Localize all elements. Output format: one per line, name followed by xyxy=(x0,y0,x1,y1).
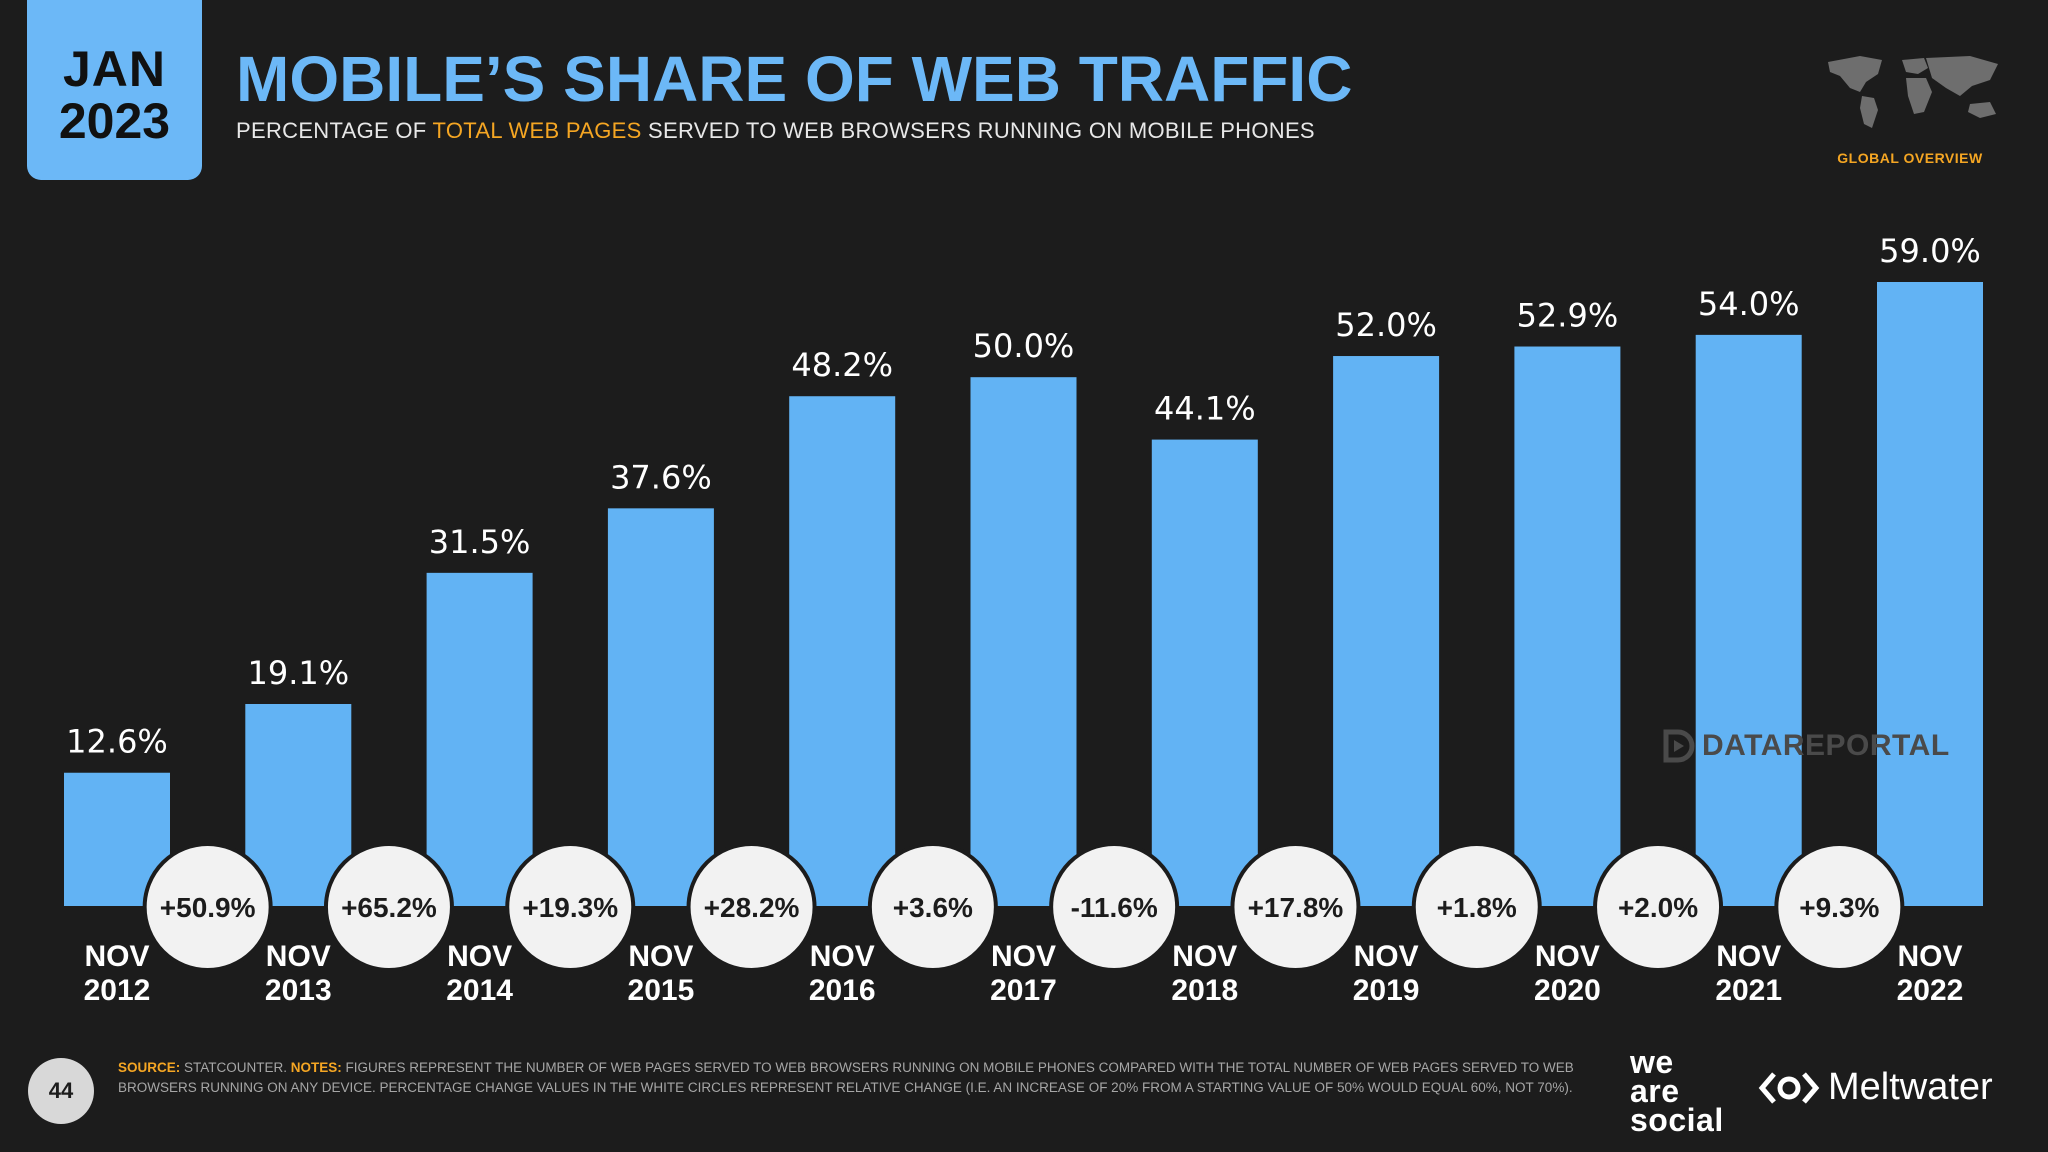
bar-2019 xyxy=(1333,356,1440,906)
change-label: -11.6% xyxy=(1071,892,1158,923)
bar-value-label: 37.6% xyxy=(610,458,712,496)
source-text: STATCOUNTER. xyxy=(180,1060,291,1075)
bar-chart: 12.6% 19.1% 31.5% 37.6% 48.2% 50.0% 44.1% 52.0%… xyxy=(64,232,1983,1007)
section-label: GLOBAL OVERVIEW xyxy=(1837,150,1983,166)
change-label: +65.2% xyxy=(341,892,437,923)
notes-label: NOTES: xyxy=(290,1060,342,1075)
bar-2018 xyxy=(1151,439,1258,906)
bar-value-label: 54.0% xyxy=(1698,285,1800,323)
source-label: SOURCE: xyxy=(118,1060,181,1075)
x-tick-label: NOV 2014 xyxy=(446,940,513,1007)
bar-value-label: 19.1% xyxy=(247,654,349,692)
bar-value-label: 44.1% xyxy=(1154,390,1256,428)
bar-2013 xyxy=(245,703,352,906)
change-circle xyxy=(505,842,636,972)
world-map-icon xyxy=(1828,56,1998,128)
meltwater-text: Meltwater xyxy=(1828,1066,1993,1108)
bar-2015 xyxy=(607,508,714,906)
x-tick-label: NOV 2018 xyxy=(1171,940,1238,1007)
datareportal-watermark: DATAREPORTAL xyxy=(1660,728,1950,764)
x-tick-label: NOV 2016 xyxy=(809,940,876,1007)
bar-2022 xyxy=(1877,282,1983,906)
change-circle xyxy=(867,842,998,972)
bar-value-label: 52.9% xyxy=(1517,297,1619,335)
bar-value-label: 12.6% xyxy=(66,723,168,761)
change-label: +50.9% xyxy=(160,892,256,923)
subtitle-post: SERVED TO WEB BROWSERS RUNNING ON MOBILE… xyxy=(641,118,1315,143)
change-circle xyxy=(1230,842,1361,972)
x-tick-label: NOV 2021 xyxy=(1715,940,1782,1007)
bar-2014 xyxy=(426,572,533,906)
subtitle-pre: PERCENTAGE OF xyxy=(236,118,433,143)
badge-month: JAN xyxy=(62,41,167,97)
change-label: +2.0% xyxy=(1618,892,1698,923)
notes-text: FIGURES REPRESENT THE NUMBER OF WEB PAGE… xyxy=(118,1060,1574,1095)
watermark-text: DATAREPORTAL xyxy=(1702,729,1950,762)
x-tick-label: NOV 2015 xyxy=(628,940,695,1007)
change-circle xyxy=(1411,842,1542,972)
change-label: +19.3% xyxy=(522,892,618,923)
badge-year: 2023 xyxy=(58,93,171,149)
x-tick-label: NOV 2022 xyxy=(1897,940,1964,1007)
logo-we: we xyxy=(1630,1044,1674,1080)
bar-2020 xyxy=(1514,346,1621,906)
change-label: +28.2% xyxy=(704,892,800,923)
page-number: 44 xyxy=(28,1058,94,1124)
datareportal-logo-icon xyxy=(1663,729,1695,763)
date-badge: JAN 2023 xyxy=(27,0,202,180)
change-circle xyxy=(686,842,817,972)
change-circle xyxy=(1049,842,1180,972)
bar-2017 xyxy=(970,377,1077,907)
change-circle xyxy=(142,842,273,972)
x-tick-label: NOV 2017 xyxy=(990,940,1057,1007)
x-tick-label: NOV 2019 xyxy=(1353,940,1420,1007)
x-tick-label: NOV 2012 xyxy=(84,940,151,1007)
bar-value-label: 31.5% xyxy=(429,523,531,561)
change-circle xyxy=(1593,842,1724,972)
bar-value-label: 59.0% xyxy=(1879,232,1981,270)
page-subtitle: PERCENTAGE OF TOTAL WEB PAGES SERVED TO … xyxy=(236,118,1315,144)
x-tick-label: NOV 2020 xyxy=(1534,940,1601,1007)
meltwater-logo: Meltwater xyxy=(1758,1066,1993,1109)
meltwater-mark-icon xyxy=(1758,1071,1820,1104)
footnote: SOURCE: STATCOUNTER. NOTES: FIGURES REPR… xyxy=(118,1058,1588,1097)
change-label: +1.8% xyxy=(1437,892,1517,923)
bar-value-label: 50.0% xyxy=(973,327,1075,365)
logo-are: are xyxy=(1630,1072,1680,1109)
x-tick-label: NOV 2013 xyxy=(265,940,332,1007)
change-label: +17.8% xyxy=(1248,892,1344,923)
change-label: +9.3% xyxy=(1799,892,1879,923)
logo-social: social xyxy=(1630,1101,1724,1138)
bar-value-label: 48.2% xyxy=(791,346,893,384)
page-title: MOBILE’S SHARE OF WEB TRAFFIC xyxy=(236,43,1353,115)
we-are-social-logo: we are social xyxy=(1630,1044,1724,1138)
bar-2016 xyxy=(789,396,896,906)
bar-value-label: 52.0% xyxy=(1335,306,1437,344)
change-circle xyxy=(323,842,454,972)
change-circle xyxy=(1774,842,1905,972)
bar-2021 xyxy=(1695,334,1802,906)
subtitle-highlight: TOTAL WEB PAGES xyxy=(432,118,642,143)
change-label: +3.6% xyxy=(893,892,973,923)
